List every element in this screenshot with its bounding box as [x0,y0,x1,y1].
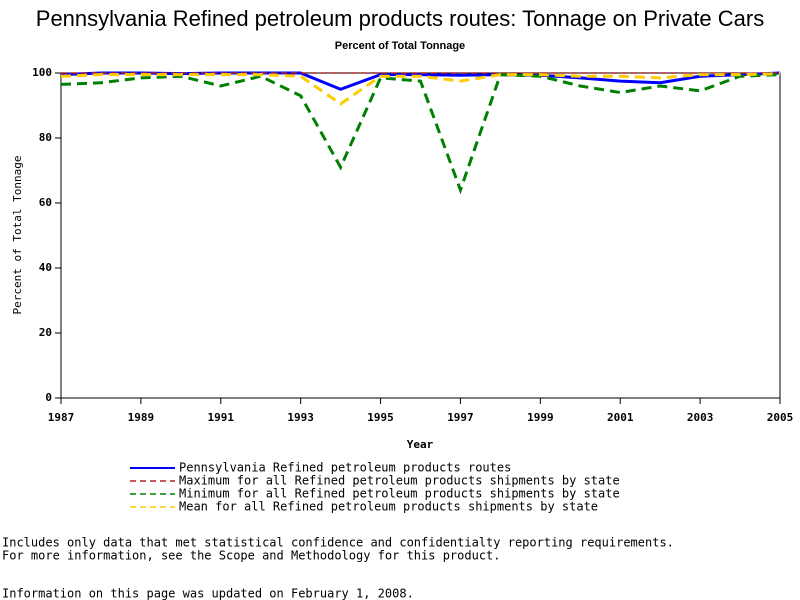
x-tick-label: 1997 [447,411,474,424]
x-tick-label: 2003 [687,411,714,424]
legend-label: Maximum for all Refined petroleum produc… [179,474,620,488]
y-tick-label: 60 [39,196,52,209]
series-line [60,73,781,195]
footnote: For more information, see the Scope and … [2,549,501,563]
y-tick-label: 40 [39,261,52,274]
x-tick-label: 2001 [607,411,634,424]
x-tick-label: 2005 [767,411,794,424]
x-tick-label: 1999 [527,411,554,424]
chart-subtitle: Percent of Total Tonnage [335,40,465,52]
x-tick-label: 1989 [128,411,155,424]
x-tick-label: 1987 [48,411,75,424]
plot-frame [60,72,781,399]
x-tick-label: 1993 [287,411,314,424]
y-tick-label: 20 [39,326,52,339]
series-line [60,72,781,106]
x-axis-label: Year [407,438,434,451]
legend-label: Minimum for all Refined petroleum produc… [179,487,620,501]
y-tick-label: 80 [39,131,52,144]
x-tick-label: 1991 [208,411,235,424]
legend-label: Pennsylvania Refined petroleum products … [179,461,511,475]
footnote: Includes only data that met statistical … [2,536,674,550]
y-axis-label: Percent of Total Tonnage [11,156,24,315]
chart-title: Pennsylvania Refined petroleum products … [36,6,764,31]
y-tick-label: 100 [32,66,52,79]
footnote: Information on this page was updated on … [2,587,414,600]
legend-label: Mean for all Refined petroleum products … [179,500,598,514]
x-tick-label: 1995 [367,411,394,424]
y-tick-label: 0 [45,391,52,404]
